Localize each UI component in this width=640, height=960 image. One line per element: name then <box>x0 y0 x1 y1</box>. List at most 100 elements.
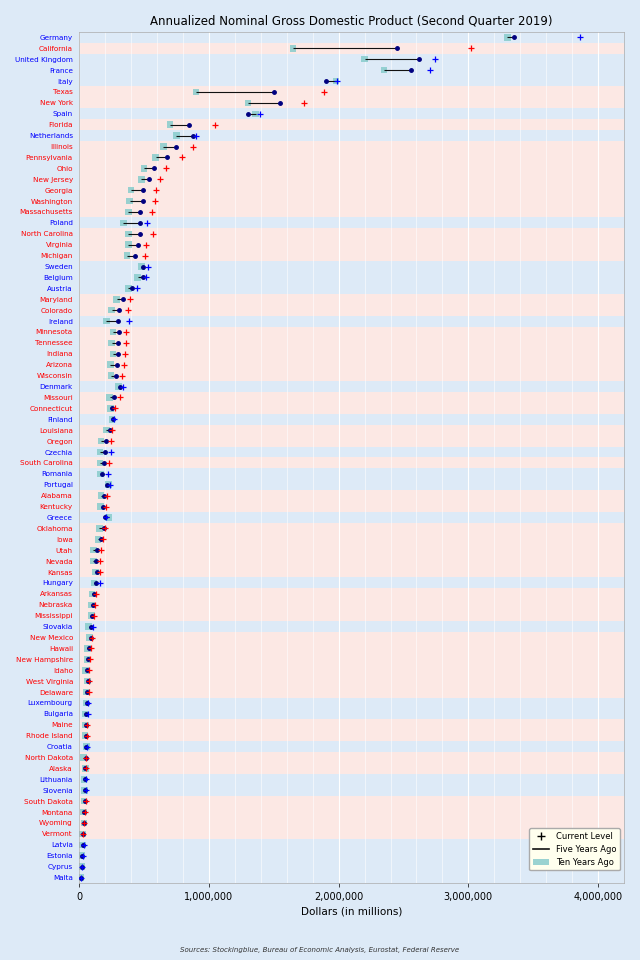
Bar <box>141 165 147 172</box>
Bar <box>79 861 624 872</box>
Bar <box>79 566 624 578</box>
Bar <box>79 785 624 796</box>
Bar <box>79 119 624 131</box>
Bar <box>103 427 109 434</box>
Bar <box>79 806 624 818</box>
Bar <box>106 482 112 488</box>
Bar <box>79 76 624 86</box>
Bar <box>84 656 90 662</box>
Bar <box>79 643 624 654</box>
Bar <box>79 326 624 338</box>
Bar <box>81 798 87 804</box>
Bar <box>83 700 89 707</box>
Bar <box>79 152 624 163</box>
Bar <box>79 108 624 119</box>
Bar <box>97 460 103 467</box>
Bar <box>82 765 88 772</box>
Bar <box>160 143 167 150</box>
Bar <box>79 64 624 76</box>
Bar <box>127 198 133 204</box>
Bar <box>79 217 624 228</box>
Bar <box>79 544 624 556</box>
Bar <box>83 688 90 695</box>
Bar <box>97 470 104 477</box>
Bar <box>381 67 387 73</box>
Bar <box>79 392 624 403</box>
Bar <box>79 578 624 588</box>
Bar <box>79 371 624 381</box>
Bar <box>79 588 624 599</box>
Bar <box>79 436 624 446</box>
Bar <box>85 623 92 630</box>
Bar <box>79 261 624 272</box>
Bar <box>79 851 624 861</box>
Bar <box>362 56 368 62</box>
Bar <box>79 283 624 294</box>
Bar <box>79 348 624 359</box>
Bar <box>79 458 624 468</box>
Bar <box>79 43 624 54</box>
Bar <box>79 556 624 566</box>
Bar <box>77 875 84 881</box>
Bar <box>96 525 102 532</box>
Bar <box>81 820 87 827</box>
Bar <box>125 285 132 292</box>
Bar <box>125 208 132 215</box>
Bar <box>193 88 199 95</box>
Bar <box>108 372 114 379</box>
Bar <box>79 228 624 239</box>
Bar <box>79 403 624 414</box>
Bar <box>81 809 87 815</box>
Bar <box>91 580 97 587</box>
Bar <box>79 654 624 664</box>
Bar <box>138 176 145 182</box>
Bar <box>79 708 624 719</box>
Bar <box>79 752 624 763</box>
Bar <box>79 686 624 698</box>
Bar <box>79 501 624 512</box>
Bar <box>79 774 624 785</box>
Bar <box>79 828 624 839</box>
Bar <box>79 763 624 774</box>
Bar <box>79 206 624 217</box>
Bar <box>79 304 624 316</box>
Bar <box>128 187 134 193</box>
Bar <box>109 328 116 335</box>
Bar <box>79 491 624 501</box>
Bar <box>79 863 85 870</box>
Bar <box>92 568 99 575</box>
Bar <box>79 359 624 371</box>
Bar <box>79 54 624 64</box>
Bar <box>120 220 127 227</box>
Bar <box>79 818 624 828</box>
Bar <box>79 338 624 348</box>
Bar <box>79 599 624 611</box>
Bar <box>79 872 624 883</box>
Bar <box>79 196 624 206</box>
Bar <box>79 163 624 174</box>
Bar <box>125 230 132 237</box>
Bar <box>124 252 131 259</box>
Bar <box>88 602 95 608</box>
Bar <box>79 852 85 859</box>
Legend: Current Level, Five Years Ago, Ten Years Ago: Current Level, Five Years Ago, Ten Years… <box>529 828 620 871</box>
Bar <box>79 251 624 261</box>
Bar <box>79 414 624 424</box>
Bar <box>79 523 624 534</box>
Bar <box>90 558 97 564</box>
Bar <box>106 395 113 400</box>
Bar <box>79 239 624 251</box>
Bar <box>79 719 624 731</box>
Bar <box>107 405 113 412</box>
Bar <box>166 121 173 128</box>
Bar <box>80 755 86 761</box>
Bar <box>81 787 88 794</box>
Bar <box>95 536 101 542</box>
Bar <box>79 664 624 676</box>
Bar <box>115 383 122 390</box>
Bar <box>108 340 115 347</box>
Bar <box>152 155 159 160</box>
Bar <box>89 590 95 597</box>
Bar <box>79 424 624 436</box>
Bar <box>79 86 624 97</box>
